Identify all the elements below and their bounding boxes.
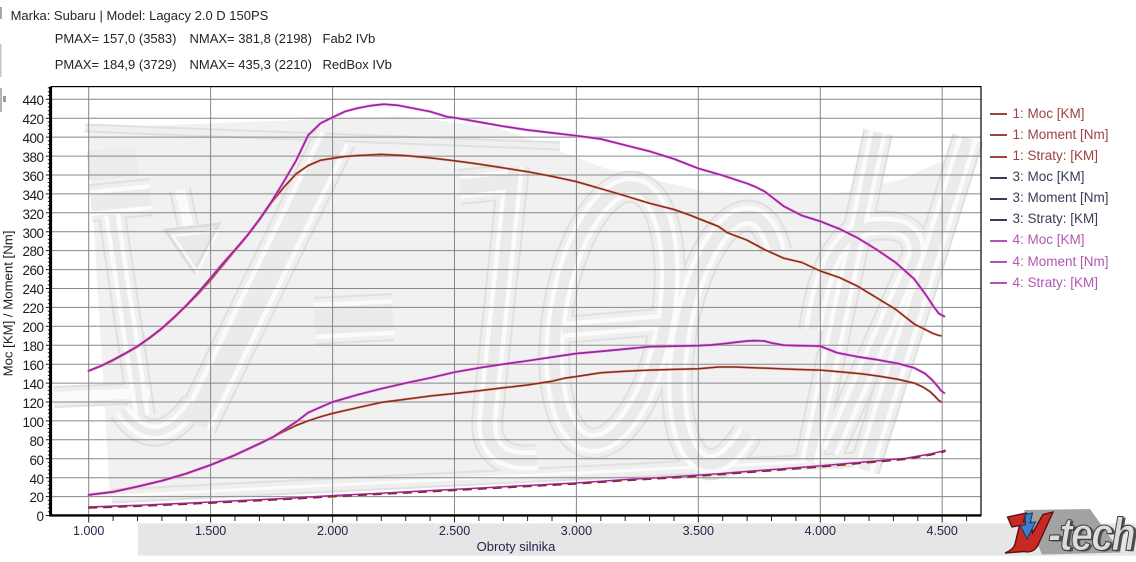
- svg-text:-tech: -tech: [1048, 508, 1135, 560]
- svg-text:-tech: -tech: [1051, 509, 1136, 561]
